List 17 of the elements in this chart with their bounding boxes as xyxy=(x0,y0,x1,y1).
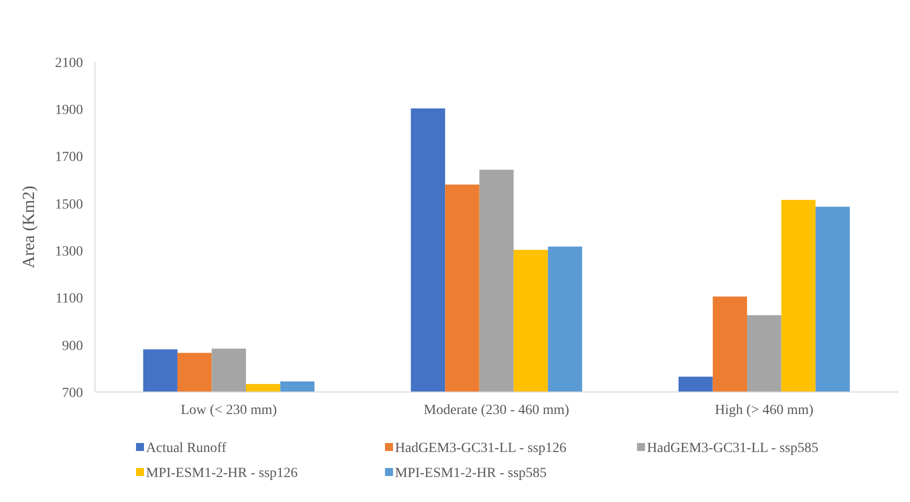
y-tick-label: 700 xyxy=(62,386,83,401)
legend-label: HadGEM3-GC31-LL - ssp126 xyxy=(395,441,566,456)
y-tick-label: 900 xyxy=(62,338,83,354)
y-tick-label: 1100 xyxy=(56,292,83,307)
y-tick-label: 1300 xyxy=(55,244,83,260)
y-tick-label: 2100 xyxy=(55,56,83,71)
x-tick-label: Low (< 230 mm) xyxy=(180,403,278,418)
y-tick-label: 1500 xyxy=(55,197,83,212)
legend-label: MPI-ESM1-2-HR - ssp585 xyxy=(395,466,547,481)
x-tick-label: Moderate (230 - 460 mm) xyxy=(424,403,570,418)
y-tick-label: 1700 xyxy=(55,150,83,166)
y-axis-title: Area (Km2) xyxy=(19,186,38,268)
y-tick-label: 1900 xyxy=(55,103,83,118)
legend-label: Actual Runoff xyxy=(146,441,227,456)
legend-label: MPI-ESM1-2-HR - ssp126 xyxy=(146,466,298,481)
x-tick-label: High (> 460 mm) xyxy=(714,403,814,418)
legend-label: HadGEM3-GC31-LL - ssp585 xyxy=(647,441,818,456)
